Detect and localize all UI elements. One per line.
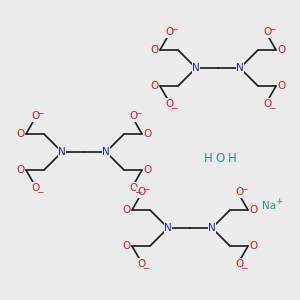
Text: H: H bbox=[228, 152, 236, 164]
Text: O: O bbox=[129, 111, 137, 121]
Text: −: − bbox=[170, 24, 178, 33]
Text: −: − bbox=[268, 24, 276, 33]
Text: −: − bbox=[134, 187, 142, 196]
Text: O: O bbox=[215, 152, 225, 164]
Text: N: N bbox=[102, 147, 110, 157]
Text: −: − bbox=[134, 108, 142, 117]
Text: −: − bbox=[170, 103, 178, 112]
Text: O: O bbox=[263, 99, 271, 109]
Text: −: − bbox=[268, 103, 276, 112]
Text: O: O bbox=[143, 129, 152, 139]
Text: O: O bbox=[137, 259, 145, 269]
Text: O: O bbox=[16, 129, 25, 139]
Text: O: O bbox=[129, 183, 137, 193]
Text: −: − bbox=[240, 263, 248, 272]
Text: O: O bbox=[165, 99, 173, 109]
Text: O: O bbox=[249, 205, 257, 215]
Text: O: O bbox=[263, 27, 271, 37]
Text: N: N bbox=[208, 223, 216, 233]
Text: N: N bbox=[236, 63, 244, 73]
Text: O: O bbox=[165, 27, 173, 37]
Text: O: O bbox=[235, 259, 243, 269]
Text: O: O bbox=[151, 45, 159, 55]
Text: O: O bbox=[31, 183, 39, 193]
Text: +: + bbox=[275, 196, 282, 206]
Text: O: O bbox=[277, 45, 286, 55]
Text: O: O bbox=[122, 205, 131, 215]
Text: H: H bbox=[204, 152, 212, 164]
Text: N: N bbox=[58, 147, 66, 157]
Text: O: O bbox=[122, 241, 131, 251]
Text: O: O bbox=[143, 165, 152, 175]
Text: O: O bbox=[31, 111, 39, 121]
Text: −: − bbox=[240, 184, 248, 193]
Text: −: − bbox=[36, 187, 44, 196]
Text: O: O bbox=[16, 165, 25, 175]
Text: N: N bbox=[192, 63, 200, 73]
Text: −: − bbox=[36, 108, 44, 117]
Text: −: − bbox=[142, 263, 150, 272]
Text: N: N bbox=[164, 223, 172, 233]
Text: O: O bbox=[235, 187, 243, 197]
Text: O: O bbox=[137, 187, 145, 197]
Text: Na: Na bbox=[262, 201, 277, 211]
Text: O: O bbox=[151, 81, 159, 91]
Text: −: − bbox=[142, 184, 150, 193]
Text: O: O bbox=[249, 241, 257, 251]
Text: O: O bbox=[277, 81, 286, 91]
